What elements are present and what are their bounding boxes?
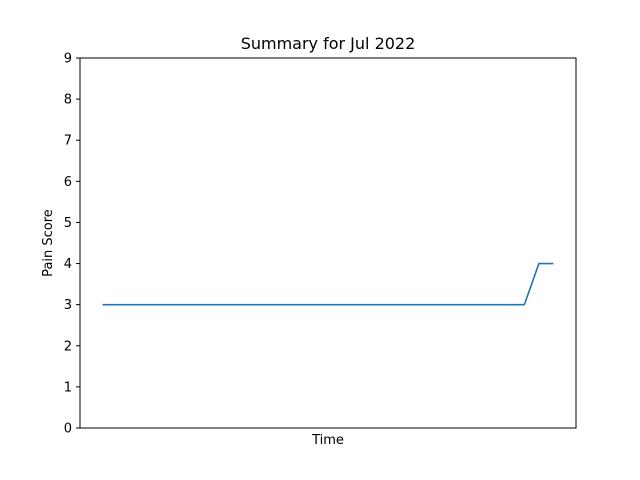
y-tick-label: 5 bbox=[64, 216, 72, 231]
y-tick-label: 3 bbox=[64, 298, 72, 313]
y-tick-label: 8 bbox=[64, 93, 72, 108]
series-line-0 bbox=[102, 262, 554, 306]
y-tick-label: 1 bbox=[64, 380, 72, 395]
y-tick-label: 4 bbox=[64, 257, 72, 272]
plot-frame bbox=[79, 57, 577, 429]
x-axis-label: Time bbox=[311, 433, 344, 448]
y-axis: 0 1 2 3 4 5 6 7 8 9 bbox=[64, 52, 80, 437]
y-tick-label: 0 bbox=[64, 422, 72, 437]
y-tick-label: 2 bbox=[64, 339, 72, 354]
plot-lines bbox=[102, 262, 554, 306]
y-tick-label: 6 bbox=[64, 175, 72, 190]
y-axis-label: Pain Score bbox=[41, 209, 56, 277]
chart-title: Summary for Jul 2022 bbox=[241, 34, 416, 53]
y-tick-label: 9 bbox=[64, 52, 72, 67]
y-tick-label: 7 bbox=[64, 134, 72, 149]
